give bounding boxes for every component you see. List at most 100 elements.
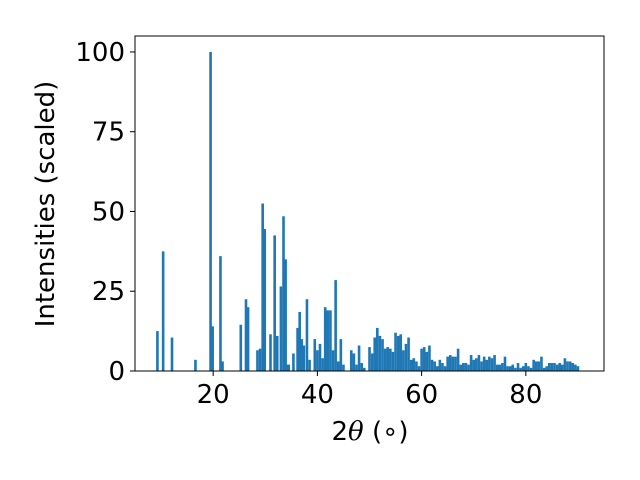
bar: [287, 364, 291, 371]
bar: [302, 345, 306, 371]
bar: [514, 367, 517, 371]
bar: [321, 358, 324, 371]
bar: [296, 327, 299, 371]
bar: [221, 361, 224, 371]
bar: [263, 229, 267, 371]
bar: [161, 251, 165, 371]
bar: [495, 364, 499, 371]
bar: [545, 366, 548, 371]
bar: [329, 310, 332, 371]
bar: [362, 367, 366, 371]
bar: [391, 351, 395, 371]
bar: [566, 361, 569, 371]
bar: [561, 364, 564, 371]
bar: [279, 286, 283, 371]
bar: [376, 327, 379, 371]
bar: [352, 353, 356, 371]
bar: [508, 366, 512, 371]
bar: [435, 366, 439, 371]
bar: [527, 366, 530, 371]
bar: [430, 359, 434, 371]
y-tick-label: 100: [75, 38, 125, 68]
bar: [339, 339, 343, 371]
bar: [360, 363, 363, 371]
bar: [399, 334, 403, 371]
bar: [521, 366, 525, 371]
bar: [441, 363, 444, 371]
bar: [323, 307, 327, 371]
bar: [331, 350, 335, 371]
bar: [534, 361, 538, 371]
bar: [462, 363, 465, 371]
bar: [542, 367, 546, 371]
bar: [571, 363, 575, 371]
bar: [389, 348, 392, 371]
bar: [482, 356, 486, 371]
bar: [555, 364, 559, 371]
bar: [308, 359, 311, 371]
bar: [464, 363, 468, 371]
bar: [477, 355, 481, 371]
bar: [469, 355, 473, 371]
bar: [553, 363, 556, 371]
y-axis-ticks: 0 25 50 75 100: [75, 38, 135, 387]
bar: [448, 355, 452, 371]
y-tick-label: 75: [92, 118, 125, 148]
bar: [493, 355, 496, 371]
bar: [576, 366, 580, 371]
bar: [550, 363, 554, 371]
bar: [284, 259, 287, 371]
bar: [443, 366, 447, 371]
bar: [368, 347, 371, 371]
x-tick-label: 40: [301, 380, 334, 410]
bar: [501, 363, 504, 371]
bar: [511, 364, 515, 371]
bar: [256, 350, 259, 371]
bar: [285, 364, 288, 371]
bar: [269, 334, 272, 371]
bar: [275, 335, 279, 371]
bar: [503, 356, 507, 371]
bar: [407, 337, 410, 371]
bar: [282, 216, 285, 371]
bar: [381, 339, 384, 371]
x-axis-label: 2θ (∘): [331, 417, 408, 447]
bar: [239, 324, 243, 371]
bar: [349, 350, 353, 371]
bar: [485, 359, 489, 371]
bar: [316, 350, 319, 371]
bar: [370, 353, 374, 371]
bar: [574, 364, 577, 371]
bar: [318, 343, 322, 371]
bar: [244, 299, 248, 371]
bar: [211, 326, 214, 371]
bar: [519, 367, 522, 371]
bar: [438, 359, 442, 371]
bar: [273, 235, 276, 371]
bar: [258, 348, 262, 371]
bar: [396, 335, 400, 371]
bar: [529, 367, 533, 371]
y-tick-label: 50: [92, 197, 125, 227]
bar: [373, 337, 377, 371]
y-tick-label: 25: [92, 277, 125, 307]
bar: [394, 332, 397, 371]
bar: [298, 311, 301, 371]
bar: [156, 331, 159, 371]
bar: [402, 350, 405, 371]
bar: [261, 203, 264, 371]
bar: [313, 339, 317, 371]
bar: [532, 359, 535, 371]
bar: [446, 356, 449, 371]
bar: [506, 366, 509, 371]
bar: [334, 280, 337, 371]
bar: [563, 358, 567, 371]
x-tick-label: 20: [197, 380, 230, 410]
bar: [355, 364, 358, 371]
bar: [475, 358, 478, 371]
x-tick-label: 80: [509, 380, 542, 410]
bar: [170, 337, 174, 371]
